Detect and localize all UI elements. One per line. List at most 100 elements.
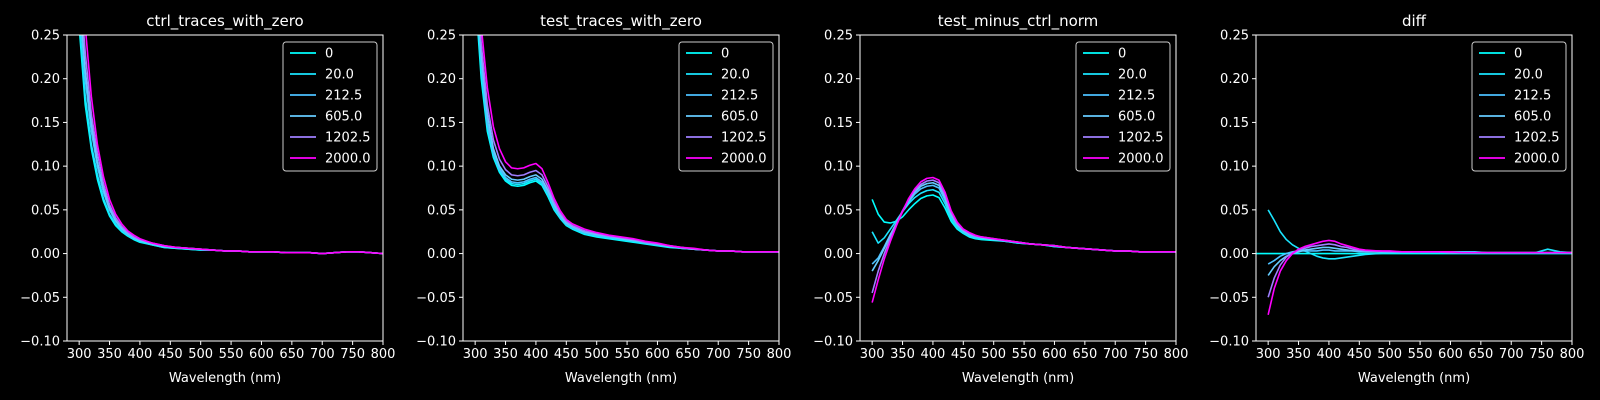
x-tick-label: 600 bbox=[1042, 347, 1067, 362]
plot-title: diff bbox=[1402, 12, 1427, 30]
x-tick-label: 800 bbox=[1560, 347, 1585, 362]
series-line-2000.0 bbox=[85, 35, 383, 255]
y-tick-label: −0.10 bbox=[20, 335, 60, 350]
legend: 0 20.0 212.5 605.0 1202.5 2000.0 bbox=[1471, 41, 1567, 172]
y-tick-label: 0.00 bbox=[1220, 247, 1249, 262]
legend-entry: 605.0 bbox=[325, 110, 362, 125]
series-group bbox=[79, 35, 383, 255]
legend-entry: 1202.5 bbox=[325, 131, 371, 146]
subplot-1: ctrl_traces_with_zero 300 350 400 450 500 550 6… bbox=[20, 12, 396, 386]
y-tick-label: 0.20 bbox=[824, 72, 853, 87]
legend: 0 20.0 212.5 605.0 1202.5 2000.0 bbox=[1075, 41, 1171, 172]
legend-entry: 0 bbox=[721, 47, 729, 62]
x-tick-label: 800 bbox=[371, 347, 396, 362]
series-group bbox=[477, 35, 779, 253]
y-tick-label: 0.25 bbox=[31, 29, 60, 44]
y-tick-label: 0.20 bbox=[427, 72, 456, 87]
legend-entry: 1202.5 bbox=[1514, 131, 1560, 146]
y-tick-label: 0.25 bbox=[824, 29, 853, 44]
x-tick-label: 750 bbox=[1529, 347, 1554, 362]
series-line-212.5 bbox=[871, 184, 1176, 265]
x-tick-label: 500 bbox=[1377, 347, 1402, 362]
x-tick-label: 300 bbox=[860, 347, 885, 362]
legend-entry: 2000.0 bbox=[1514, 152, 1560, 167]
x-tick-label: 700 bbox=[1499, 347, 1524, 362]
y-tick-label: 0.15 bbox=[31, 116, 60, 131]
series-line-1202.5 bbox=[871, 179, 1176, 294]
x-tick-label: 350 bbox=[890, 347, 915, 362]
legend-entry: 2000.0 bbox=[1118, 152, 1164, 167]
plot-title: test_traces_with_zero bbox=[540, 12, 702, 31]
axes-frame bbox=[462, 34, 780, 342]
x-tick-label: 650 bbox=[279, 347, 304, 362]
x-tick-label: 550 bbox=[1408, 347, 1433, 362]
y-tick-label: 0.25 bbox=[1220, 29, 1249, 44]
x-tick-label: 300 bbox=[1256, 347, 1281, 362]
series-line-2000.0 bbox=[481, 35, 779, 253]
x-axis-label: Wavelength (nm) bbox=[169, 371, 281, 386]
legend: 0 20.0 212.5 605.0 1202.5 2000.0 bbox=[282, 41, 378, 172]
legend-entry: 2000.0 bbox=[721, 152, 767, 167]
series-line-2000.0 bbox=[871, 176, 1176, 303]
x-tick-label: 450 bbox=[951, 347, 976, 362]
legend-entry: 0 bbox=[1514, 47, 1522, 62]
x-tick-label: 500 bbox=[584, 347, 609, 362]
x-axis-label: Wavelength (nm) bbox=[962, 371, 1074, 386]
y-tick-label: 0.15 bbox=[427, 116, 456, 131]
x-tick-label: 550 bbox=[615, 347, 640, 362]
y-tick-label: −0.05 bbox=[813, 291, 853, 306]
x-tick-label: 400 bbox=[921, 347, 946, 362]
y-tick-label: 0.05 bbox=[31, 203, 60, 218]
x-tick-label: 550 bbox=[219, 347, 244, 362]
series-group bbox=[871, 176, 1176, 303]
y-tick-label: 0.10 bbox=[31, 160, 60, 175]
y-tick-label: −0.05 bbox=[20, 291, 60, 306]
x-tick-label: 350 bbox=[97, 347, 122, 362]
x-tick-label: 750 bbox=[736, 347, 761, 362]
x-tick-label: 400 bbox=[128, 347, 153, 362]
legend-entry: 20.0 bbox=[1514, 68, 1543, 83]
y-tick-label: 0.05 bbox=[1220, 203, 1249, 218]
x-tick-label: 400 bbox=[1317, 347, 1342, 362]
series-group bbox=[1256, 209, 1572, 315]
subplot-4: diff 300 350 400 450 500 550 600 650 700 750 800 −0.… bbox=[1209, 12, 1584, 386]
legend-entry: 0 bbox=[325, 47, 333, 62]
x-axis-label: Wavelength (nm) bbox=[565, 371, 677, 386]
x-tick-label: 750 bbox=[340, 347, 365, 362]
y-tick-label: −0.05 bbox=[416, 291, 456, 306]
legend-entry: 20.0 bbox=[721, 68, 750, 83]
y-tick-label: 0.10 bbox=[824, 160, 853, 175]
x-tick-label: 600 bbox=[645, 347, 670, 362]
x-tick-label: 800 bbox=[1164, 347, 1189, 362]
y-tick-label: −0.10 bbox=[1209, 335, 1249, 350]
plot-title: test_minus_ctrl_norm bbox=[938, 12, 1099, 31]
x-tick-label: 500 bbox=[981, 347, 1006, 362]
y-tick-label: −0.05 bbox=[1209, 291, 1249, 306]
legend-entry: 0 bbox=[1118, 47, 1126, 62]
y-tick-label: 0.05 bbox=[427, 203, 456, 218]
x-tick-label: 800 bbox=[767, 347, 792, 362]
x-tick-label: 600 bbox=[249, 347, 274, 362]
legend-entry: 212.5 bbox=[325, 89, 362, 104]
legend: 0 20.0 212.5 605.0 1202.5 2000.0 bbox=[678, 41, 774, 172]
x-tick-label: 650 bbox=[1072, 347, 1097, 362]
y-tick-label: −0.10 bbox=[416, 335, 456, 350]
x-axis-label: Wavelength (nm) bbox=[1358, 371, 1470, 386]
x-tick-label: 350 bbox=[493, 347, 518, 362]
legend-entry: 2000.0 bbox=[325, 152, 371, 167]
x-tick-label: 500 bbox=[188, 347, 213, 362]
legend-entry: 605.0 bbox=[1514, 110, 1551, 125]
legend-entry: 20.0 bbox=[1118, 68, 1147, 83]
x-tick-label: 750 bbox=[1133, 347, 1158, 362]
x-tick-label: 350 bbox=[1286, 347, 1311, 362]
legend-entry: 212.5 bbox=[1118, 89, 1155, 104]
y-tick-label: 0.15 bbox=[824, 116, 853, 131]
x-tick-label: 700 bbox=[1103, 347, 1128, 362]
y-tick-label: 0.20 bbox=[1220, 72, 1249, 87]
legend-entry: 1202.5 bbox=[1118, 131, 1164, 146]
y-tick-label: 0.20 bbox=[31, 72, 60, 87]
y-tick-label: 0.25 bbox=[427, 29, 456, 44]
x-tick-label: 300 bbox=[463, 347, 488, 362]
legend-entry: 212.5 bbox=[721, 89, 758, 104]
